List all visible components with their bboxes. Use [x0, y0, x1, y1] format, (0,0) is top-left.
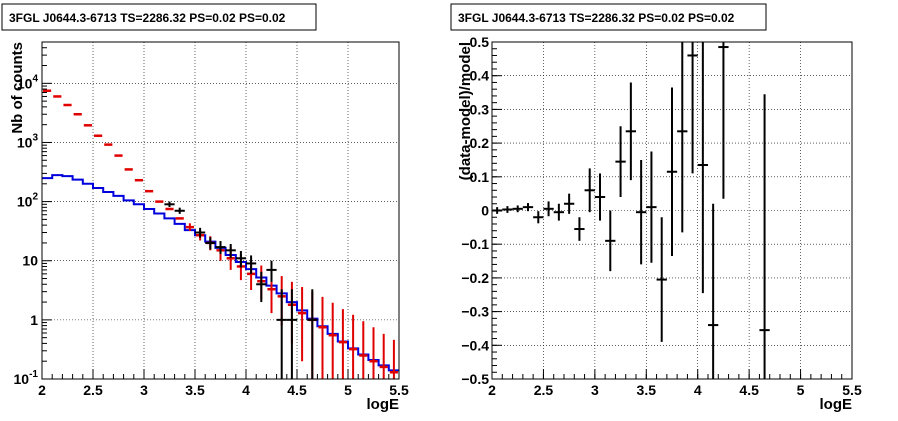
- right-series: [492, 42, 770, 379]
- left-x-tick-label: 5.5: [389, 382, 409, 398]
- left-grid: [42, 42, 399, 379]
- right-y-tick-label: 0.3: [470, 101, 490, 117]
- right-y-tick-label: −0.1: [461, 236, 489, 252]
- left-y-tick-exponent: 2: [32, 192, 38, 203]
- right-x-tick-label: 2: [488, 382, 496, 398]
- left-y-tick-label: 102: [17, 192, 39, 210]
- right-y-axis-label: (data-model)/model: [457, 42, 474, 180]
- left-x-tick-label: 5: [344, 382, 352, 398]
- right-axis-ticks: 2 2.5 3 3.5 4 4.5 5 5.5 −0.5 −0.4 −0.3 −0.2 −0.1 0 0.1…: [461, 34, 862, 398]
- left-y-tick-label: 10: [22, 253, 38, 269]
- right-x-tick-label: 5.5: [842, 382, 862, 398]
- left-x-tick-label: 2: [38, 382, 46, 398]
- left-y-axis-label: Nb of counts: [9, 42, 26, 134]
- right-y-tick-label: 0: [481, 203, 489, 219]
- left-x-tick-label: 2.5: [83, 382, 103, 398]
- left-y-tick-label: 10-1: [14, 369, 39, 387]
- left-x-tick-label: 4.5: [287, 382, 307, 398]
- right-y-tick-label: 0.1: [470, 169, 490, 185]
- right-x-tick-label: 2.5: [534, 382, 554, 398]
- right-x-tick-label: 3: [591, 382, 599, 398]
- left-y-tick-label: 103: [17, 132, 39, 150]
- right-x-axis-label: logE: [820, 396, 853, 413]
- left-x-axis-label: logE: [367, 396, 400, 413]
- left-y-tick-exponent: -1: [29, 369, 38, 380]
- left-y-tick-exponent: 4: [32, 73, 38, 84]
- right-y-tick-label: 0.4: [470, 68, 490, 84]
- right-title-box: [450, 3, 767, 31]
- right-y-tick-label: −0.5: [461, 371, 489, 387]
- right-x-tick-label: 5: [797, 382, 805, 398]
- left-x-tick-label: 3.5: [185, 382, 205, 398]
- right-y-tick-label: −0.2: [461, 270, 489, 286]
- right-chart-title: 3FGL J0644.3-6713 TS=2286.32 PS=0.02 PS=…: [458, 11, 735, 25]
- right-y-tick-label: −0.4: [461, 337, 489, 353]
- right-y-tick-label: −0.3: [461, 304, 489, 320]
- right-x-tick-label: 4.5: [739, 382, 759, 398]
- left-x-tick-label: 4: [242, 382, 250, 398]
- right-x-tick-label: 4: [694, 382, 702, 398]
- left-x-tick-label: 3: [140, 382, 148, 398]
- left-title-box: [1, 3, 317, 31]
- left-y-tick-label: 1: [30, 312, 38, 328]
- right-y-tick-label: 0.5: [470, 34, 490, 50]
- left-chart-title: 3FGL J0644.3-6713 TS=2286.32 PS=0.02 PS=…: [9, 11, 286, 25]
- right-chart: 3FGL J0644.3-6713 TS=2286.32 PS=0.02 PS=…: [450, 3, 862, 413]
- right-y-tick-label: 0.2: [470, 135, 490, 151]
- left-plot-frame: [41, 41, 400, 380]
- left-series: [42, 89, 399, 379]
- left-chart: 3FGL J0644.3-6713 TS=2286.32 PS=0.02 PS=…: [1, 3, 409, 413]
- left-y-tick-exponent: 3: [32, 132, 38, 143]
- right-x-tick-label: 3.5: [637, 382, 657, 398]
